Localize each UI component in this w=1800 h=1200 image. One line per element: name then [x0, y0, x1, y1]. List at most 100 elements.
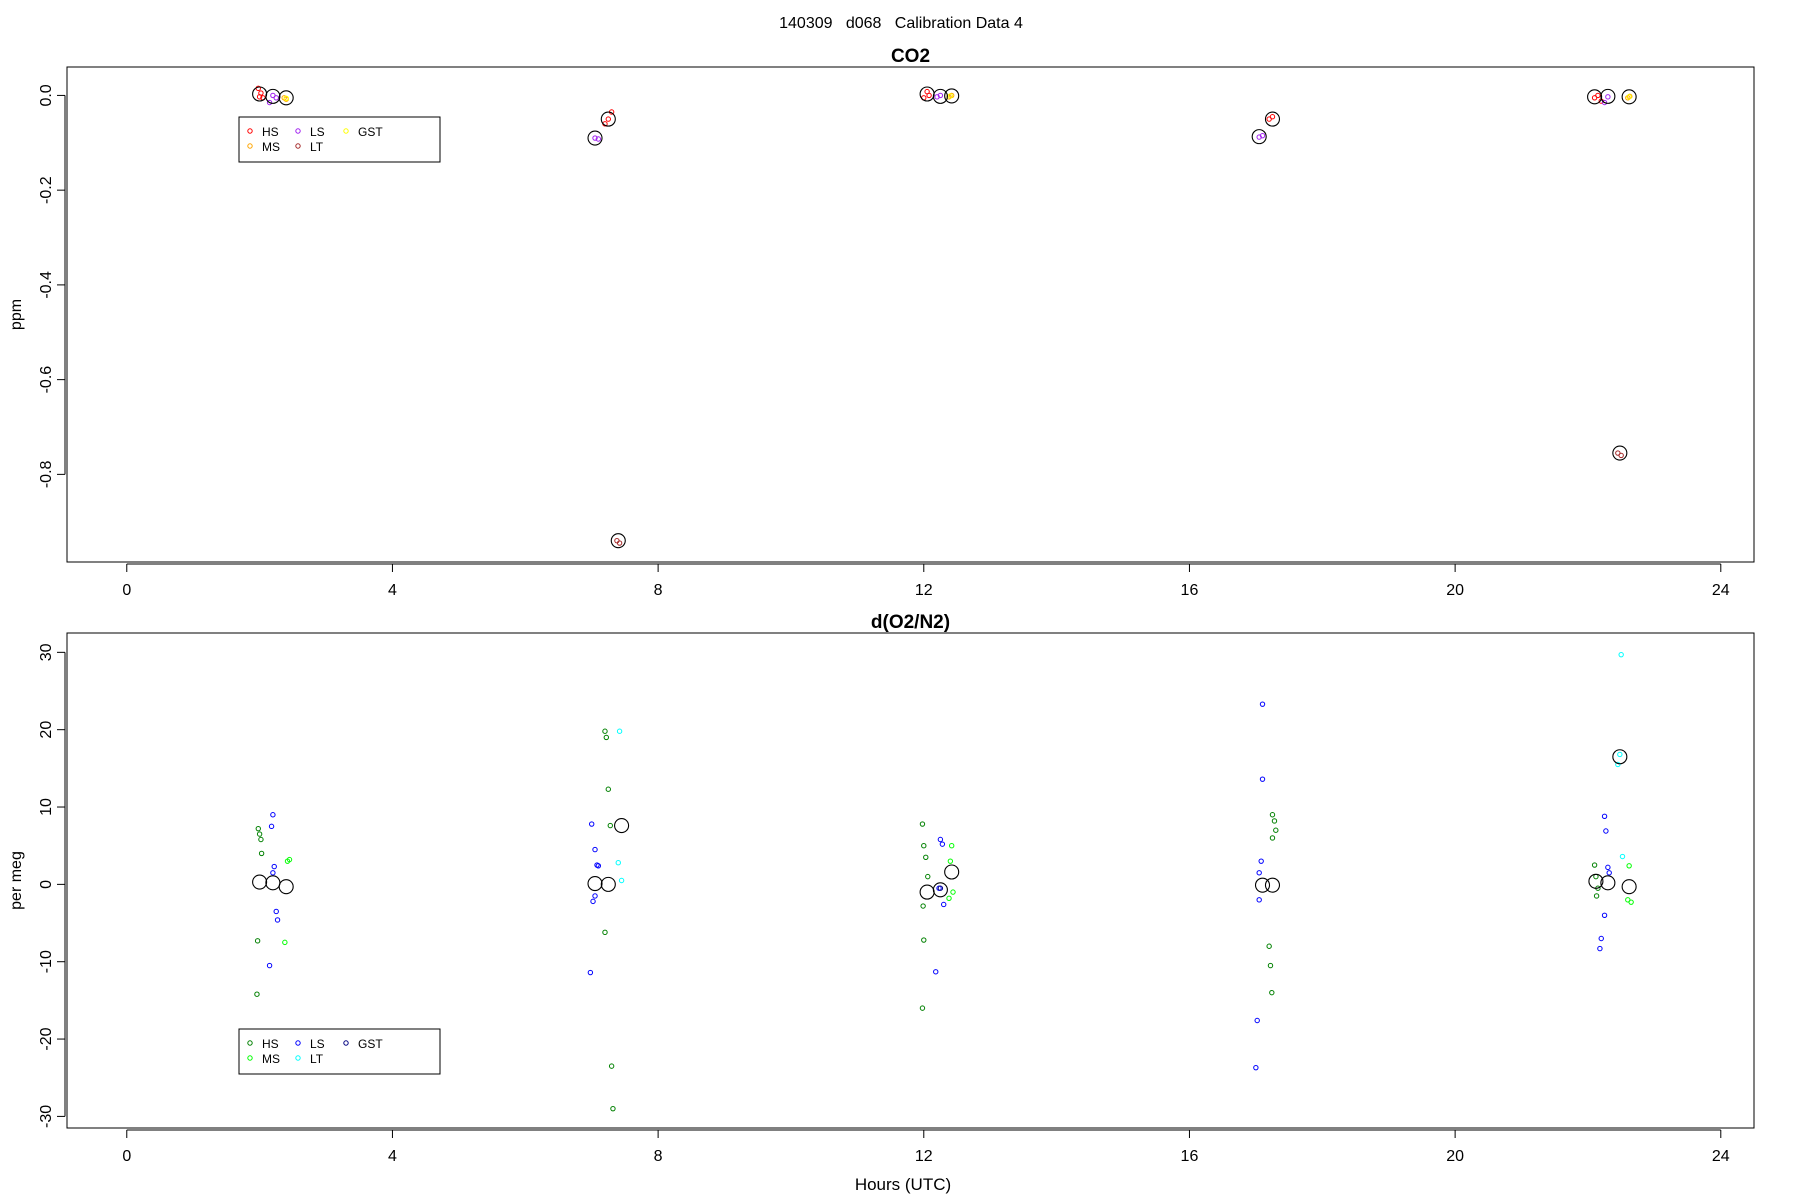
data-point: [266, 962, 273, 969]
data-point: [926, 92, 932, 99]
data-point: [1258, 858, 1264, 864]
mean-point: [1588, 873, 1604, 889]
series-mean: [252, 86, 1637, 549]
series-mean: [252, 749, 1637, 900]
x-tick-label: 24: [1712, 1148, 1730, 1165]
mean-point: [1621, 89, 1637, 105]
data-point: [923, 854, 929, 860]
y-tick-label: -30: [38, 1105, 55, 1128]
data-point: [1618, 651, 1624, 658]
x-tick-label: 20: [1446, 582, 1464, 599]
data-point: [592, 135, 598, 141]
data-point: [1601, 99, 1608, 106]
mean-point: [932, 88, 948, 104]
data-point: [258, 836, 264, 843]
mean-point: [278, 879, 294, 895]
data-point: [947, 93, 954, 99]
data-point: [615, 860, 621, 866]
mean-point: [1600, 875, 1616, 891]
plot-frame: [66, 66, 1755, 563]
data-point: [605, 786, 612, 792]
mean-point: [1612, 445, 1628, 461]
data-point: [1269, 114, 1276, 120]
data-point: [588, 821, 595, 827]
series-hs: [255, 85, 1604, 127]
data-point: [587, 969, 594, 976]
y-tick-label: 20: [38, 721, 55, 739]
series-ls: [266, 92, 1611, 142]
data-point: [937, 92, 944, 99]
legend-label: HS: [262, 125, 279, 139]
x-tick-label: 20: [1446, 1148, 1464, 1165]
mean-point: [278, 90, 294, 106]
data-point: [254, 938, 261, 944]
series-ls: [266, 701, 1612, 1071]
mean-point: [600, 876, 616, 892]
data-point: [602, 728, 608, 734]
mean-point: [1600, 88, 1616, 104]
data-point: [254, 991, 260, 997]
legend-label: HS: [262, 1037, 279, 1051]
data-point: [1273, 827, 1279, 833]
data-point: [1603, 828, 1609, 834]
data-point: [1595, 92, 1601, 99]
y-tick-label: -20: [38, 1027, 55, 1050]
data-point: [946, 895, 952, 901]
y-tick-label: -10: [38, 950, 55, 973]
data-point: [1269, 812, 1276, 818]
x-tick-label: 12: [915, 582, 933, 599]
y-tick-label: -0.8: [38, 460, 55, 488]
mean-point: [944, 864, 960, 880]
legend-marker: [247, 1055, 253, 1061]
legend-label: LT: [310, 140, 324, 154]
data-point: [1626, 863, 1632, 869]
panel-title: d(O2/N2): [871, 612, 950, 633]
data-point: [1593, 873, 1599, 880]
legend-marker: [295, 1040, 301, 1046]
data-point: [941, 901, 947, 908]
data-point: [258, 90, 264, 96]
data-point: [948, 842, 955, 849]
data-point: [1254, 1017, 1260, 1024]
y-tick-label: 0.0: [38, 84, 55, 106]
legend-label: LT: [310, 1052, 324, 1066]
data-point: [920, 903, 926, 909]
y-axis-label: ppm: [8, 299, 25, 330]
figure-title: 140309 d068 Calibration Data 4: [779, 15, 1023, 32]
data-point: [919, 821, 926, 827]
x-tick-label: 8: [654, 582, 663, 599]
mean-point: [1251, 129, 1267, 145]
panel-title: CO2: [891, 46, 930, 67]
data-point: [1606, 870, 1612, 876]
data-point: [270, 870, 276, 876]
data-point: [1619, 853, 1626, 860]
chart-panel-2: d(O2/N2) per meg 0 4 8 12 16 20 24 30 20 10 0 -10 -20 -…: [8, 612, 1755, 1165]
data-point: [921, 842, 927, 849]
data-point: [1605, 864, 1611, 871]
legend-label: GST: [358, 1037, 383, 1051]
data-point: [1269, 835, 1276, 841]
data-point: [608, 1063, 615, 1069]
y-tick-label: -0.2: [38, 176, 55, 204]
mean-point: [932, 882, 948, 898]
data-point: [595, 863, 602, 869]
y-tick-label: 0: [38, 880, 55, 889]
data-point: [947, 858, 954, 864]
data-point: [1259, 132, 1266, 139]
legend-label: LS: [310, 125, 325, 139]
mean-point: [614, 818, 630, 834]
data-point: [1598, 935, 1604, 942]
data-point: [1259, 776, 1266, 782]
legend-label: LS: [310, 1037, 325, 1051]
data-point: [1597, 945, 1603, 952]
legend-label: GST: [358, 125, 383, 139]
data-point: [602, 929, 608, 936]
data-point: [1618, 452, 1624, 459]
x-tick-label: 24: [1712, 582, 1730, 599]
data-point: [1615, 761, 1621, 768]
data-point: [605, 116, 612, 122]
plot-frame: [66, 632, 1755, 1129]
y-tick-label: 30: [38, 643, 55, 661]
